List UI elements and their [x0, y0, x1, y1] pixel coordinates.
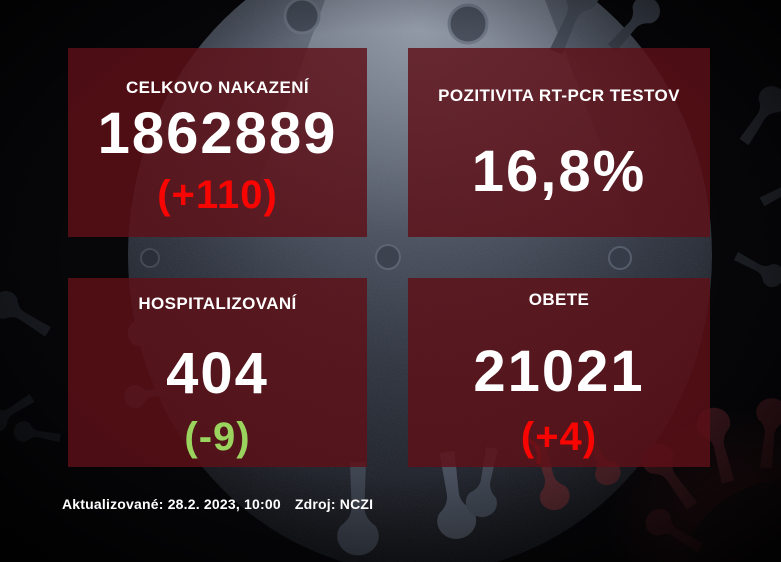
stat-delta-deaths: (+4) [520, 415, 598, 459]
stat-delta-hospitalized: (-9) [184, 415, 251, 459]
stat-value-deaths: 21021 [473, 339, 645, 404]
stat-title-pcr-positivity: POZITIVITA RT-PCR TESTOV [438, 86, 680, 105]
stat-value-total-infected: 1862889 [97, 101, 338, 166]
stat-title-total-infected: CELKOVO NAKAZENÍ [125, 78, 309, 97]
data-source: Zdroj: NCZI [294, 496, 374, 512]
stat-card-hospitalized: HOSPITALIZOVANÍ 404 (-9) [68, 278, 367, 467]
stat-value-hospitalized: 404 [166, 341, 269, 406]
stat-card-total-infected: CELKOVO NAKAZENÍ 1862889 (+110) [68, 48, 367, 237]
stat-title-deaths: OBETE [528, 290, 590, 309]
stat-title-hospitalized: HOSPITALIZOVANÍ [138, 294, 297, 313]
stat-card-pcr-positivity: POZITIVITA RT-PCR TESTOV 16,8% [408, 48, 710, 237]
stat-card-deaths: OBETE 21021 (+4) [408, 278, 710, 467]
stat-value-pcr-positivity: 16,8% [471, 139, 647, 204]
updated-timestamp: Aktualizované: 28.2. 2023, 10:00 [62, 496, 281, 512]
stat-delta-total-infected: (+110) [157, 173, 278, 217]
footer: Aktualizované: 28.2. 2023, 10:00 Zdroj: N… [62, 496, 373, 512]
